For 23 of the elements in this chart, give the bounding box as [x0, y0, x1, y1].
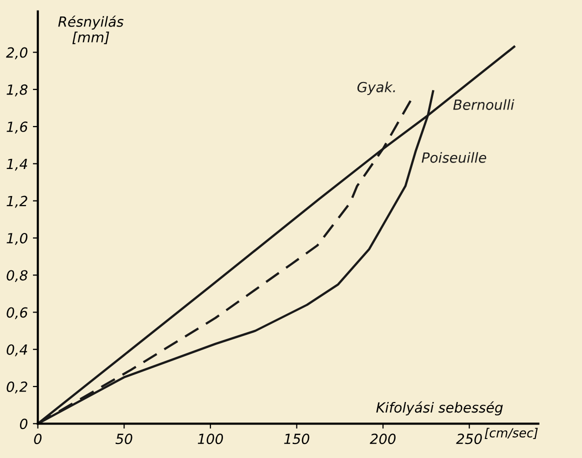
- y-axis-title: Résnyilás [mm]: [58, 16, 124, 44]
- text: [cm/sec]: [484, 428, 538, 439]
- x-tick-label: 250: [456, 434, 482, 444]
- y-tick-label: 0,4: [6, 344, 28, 356]
- y-tick-label: 1,8: [6, 84, 28, 96]
- x-tick-label: 200: [370, 434, 396, 444]
- x-tick-label: 0: [34, 434, 42, 444]
- series-label: Bernoulli: [453, 99, 514, 110]
- y-tick-label: 2,0: [6, 47, 28, 60]
- series-label: Poiseuille: [422, 152, 486, 163]
- y-tick-label: 0: [20, 418, 28, 430]
- y-tick-label: 0,8: [6, 270, 28, 282]
- y-tick-label: 1,0: [6, 232, 28, 245]
- x-tick-label: 150: [284, 434, 310, 444]
- x-axis-title: Kifolyási sebesség: [376, 401, 503, 416]
- series-label: Gyak.: [357, 82, 395, 96]
- y-tick-label: 1,6: [6, 122, 28, 134]
- x-tick-label: 100: [198, 434, 223, 444]
- x-tick-label: 50: [116, 434, 132, 444]
- y-tick-label: 1,2: [6, 196, 28, 208]
- y-tick-label: 1,4: [6, 158, 28, 171]
- y-tick-label: 0,2: [6, 381, 28, 394]
- y-tick-label: 0,6: [6, 307, 28, 320]
